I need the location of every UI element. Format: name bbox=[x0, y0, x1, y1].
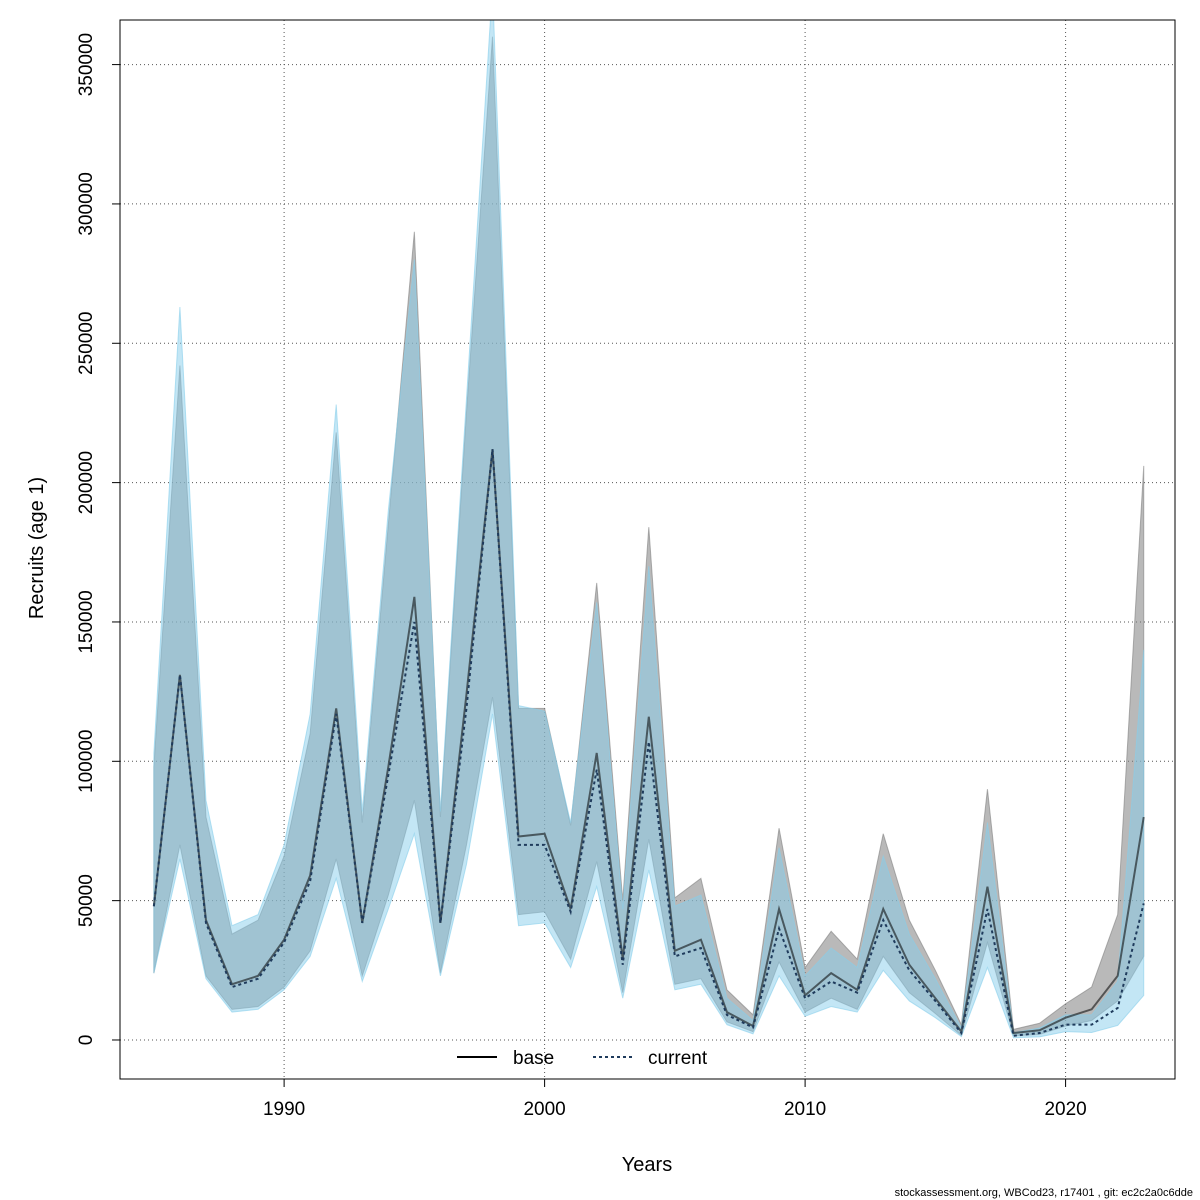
y-tick-label: 250000 bbox=[76, 312, 97, 375]
gridlines bbox=[120, 20, 1175, 1079]
line-current bbox=[152, 449, 1145, 1037]
legend-label-base: base bbox=[513, 1048, 554, 1069]
y-tick-label: 150000 bbox=[76, 590, 97, 653]
y-tick-label: 350000 bbox=[76, 33, 97, 96]
y-tick-label: 0 bbox=[76, 1035, 97, 1046]
y-axis-title: Recruits (age 1) bbox=[26, 477, 48, 619]
y-tick-label: 300000 bbox=[76, 172, 97, 235]
plot-frame bbox=[119, 19, 1176, 1080]
y-axis-ticks: 0 50000 100000 150000 200000 250000 300000 3500… bbox=[76, 33, 120, 1045]
x-tick-label: 2020 bbox=[1044, 1099, 1086, 1120]
x-tick-label: 2010 bbox=[784, 1099, 826, 1120]
band-current bbox=[153, 20, 1145, 1039]
series-lines bbox=[152, 449, 1145, 1037]
x-axis-ticks: 1990 2000 2010 2020 bbox=[263, 1079, 1087, 1120]
y-tick-label: 100000 bbox=[76, 730, 97, 793]
x-axis-title: Years bbox=[622, 1154, 672, 1176]
y-tick-label: 200000 bbox=[76, 451, 97, 514]
legend-label-current: current bbox=[648, 1048, 708, 1069]
x-tick-label: 1990 bbox=[263, 1099, 305, 1120]
x-tick-label: 2000 bbox=[523, 1099, 565, 1120]
footer-credit: stockassessment.org, WBCod23, r17401 , g… bbox=[895, 1187, 1193, 1199]
confidence-bands bbox=[153, 20, 1145, 1039]
y-tick-label: 50000 bbox=[76, 874, 97, 927]
legend: base current bbox=[457, 1048, 708, 1069]
